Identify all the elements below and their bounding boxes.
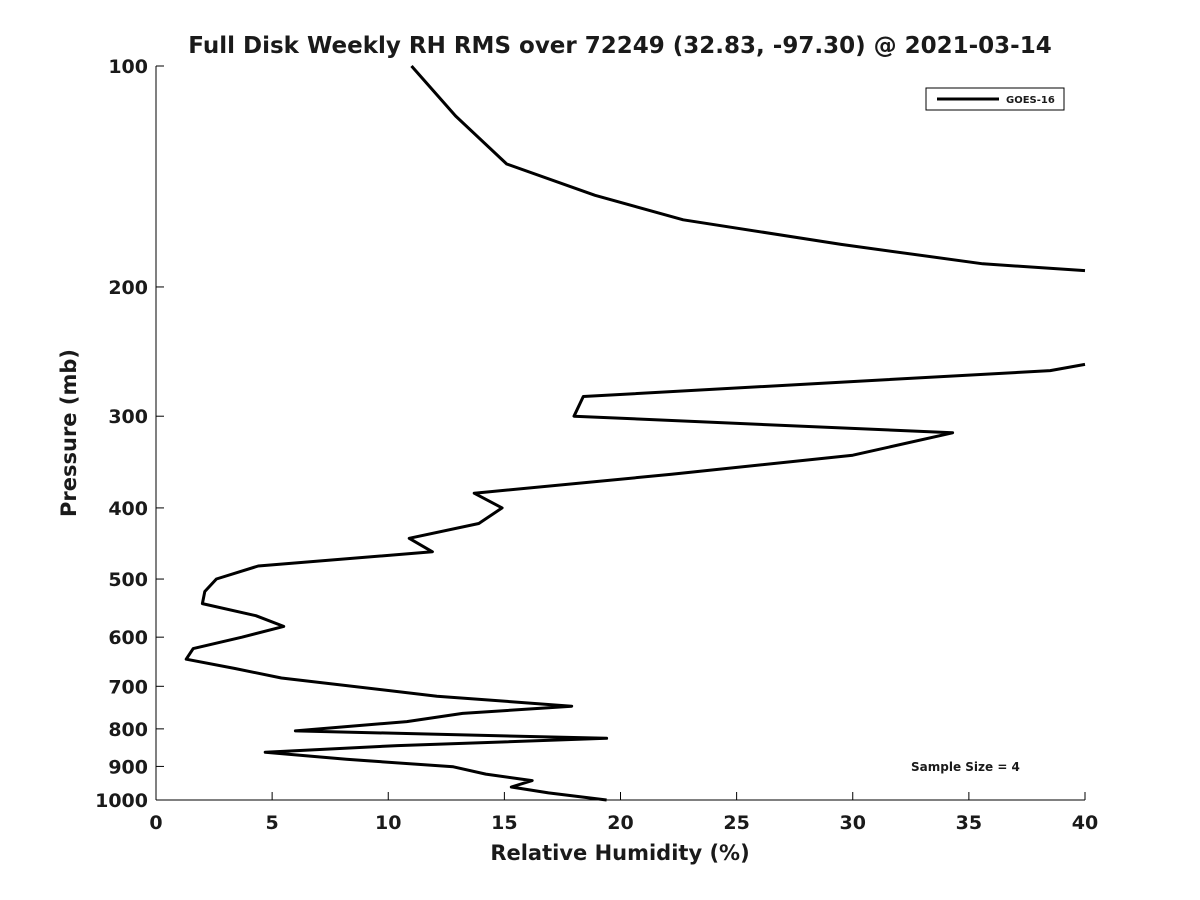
x-tick-label: 5 — [266, 812, 279, 834]
y-ticks: 100 200 300 400 500 600 700 800 900 1000 — [95, 56, 164, 812]
legend: GOES-16 — [925, 87, 1065, 111]
x-tick-label: 40 — [1072, 812, 1098, 834]
y-tick-label: 900 — [108, 756, 148, 778]
y-tick-label: 700 — [108, 676, 148, 698]
x-tick-label: 35 — [956, 812, 982, 834]
y-tick-label: 100 — [108, 56, 148, 78]
series-line-goes-16 — [410, 65, 1086, 273]
y-axis-label: Pressure (mb) — [57, 349, 81, 517]
x-ticks: 0 5 10 15 20 25 30 35 40 — [149, 792, 1098, 834]
y-tick-label: 1000 — [95, 790, 148, 812]
sample-size-annotation: Sample Size = 4 — [911, 760, 1020, 774]
series-lines — [184, 65, 1086, 802]
x-tick-label: 20 — [607, 812, 633, 834]
y-tick-label: 500 — [108, 569, 148, 591]
x-axis-label: Relative Humidity (%) — [490, 841, 749, 865]
y-tick-label: 600 — [108, 627, 148, 649]
x-tick-label: 30 — [840, 812, 866, 834]
y-tick-label: 800 — [108, 719, 148, 741]
series-line-goes-16 — [184, 362, 1086, 802]
x-tick-label: 10 — [375, 812, 401, 834]
y-tick-label: 200 — [108, 277, 148, 299]
x-tick-label: 15 — [491, 812, 517, 834]
x-tick-label: 0 — [149, 812, 162, 834]
legend-label: GOES-16 — [1006, 95, 1055, 106]
y-tick-label: 400 — [108, 498, 148, 520]
y-tick-label: 300 — [108, 406, 148, 428]
x-tick-label: 25 — [723, 812, 749, 834]
plot-area: 0 5 10 15 20 25 30 35 40 100 200 300 400 500 600 700 80… — [95, 56, 1098, 834]
chart-title: Full Disk Weekly RH RMS over 72249 (32.8… — [188, 33, 1051, 59]
